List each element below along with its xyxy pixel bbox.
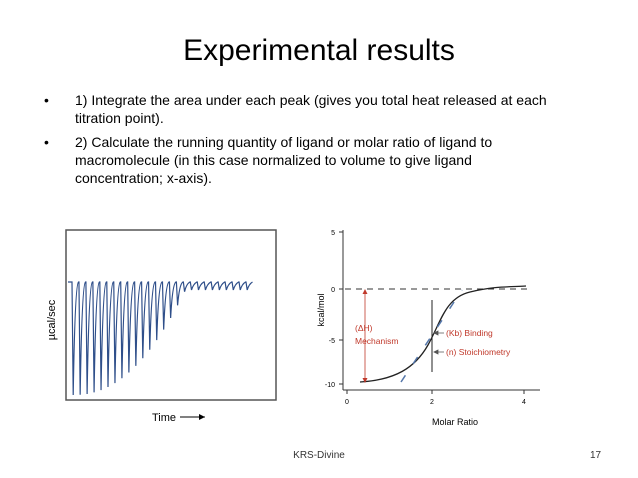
ticks — [339, 231, 525, 394]
page-number: 17 — [590, 450, 602, 461]
y-tick-label: -10 — [325, 382, 335, 389]
isotherm — [359, 285, 527, 383]
annotations: (ΔH) Mechanism (Kb) Binding (n) Stoichio… — [355, 323, 511, 357]
x-label: Time — [152, 412, 176, 424]
slide-title: Experimental results — [183, 34, 455, 67]
bullet-text: 2) Calculate the running quantity of lig… — [75, 134, 493, 186]
raw-trace — [68, 281, 253, 396]
annotation: (Kb) Binding — [446, 328, 493, 338]
x-tick-label: 2 — [430, 399, 434, 406]
pointer-arrows — [433, 330, 444, 355]
y-tick-labels: 5 0 -5 -10 — [325, 230, 335, 389]
x-tick-label: 0 — [345, 399, 349, 406]
footer-text: KRS-Divine — [293, 450, 345, 461]
arrow-head — [199, 414, 205, 420]
x-tick-labels: 0 2 4 — [345, 399, 526, 406]
annotation: (n) Stoichiometry — [446, 347, 511, 357]
y-tick-label: 0 — [331, 287, 335, 294]
y-tick-label: 5 — [331, 230, 335, 237]
bullet-text: 1) Integrate the area under each peak (g… — [75, 92, 547, 126]
y-label: µcal/sec — [46, 299, 58, 340]
annotation: Mechanism — [355, 336, 398, 346]
y-label: kcal/mol — [316, 293, 326, 326]
y-tick-label: -5 — [329, 338, 335, 345]
annotation: (ΔH) — [355, 323, 373, 333]
x-label: Molar Ratio — [432, 417, 478, 427]
x-tick-label: 4 — [522, 399, 526, 406]
slope-line — [400, 289, 463, 383]
